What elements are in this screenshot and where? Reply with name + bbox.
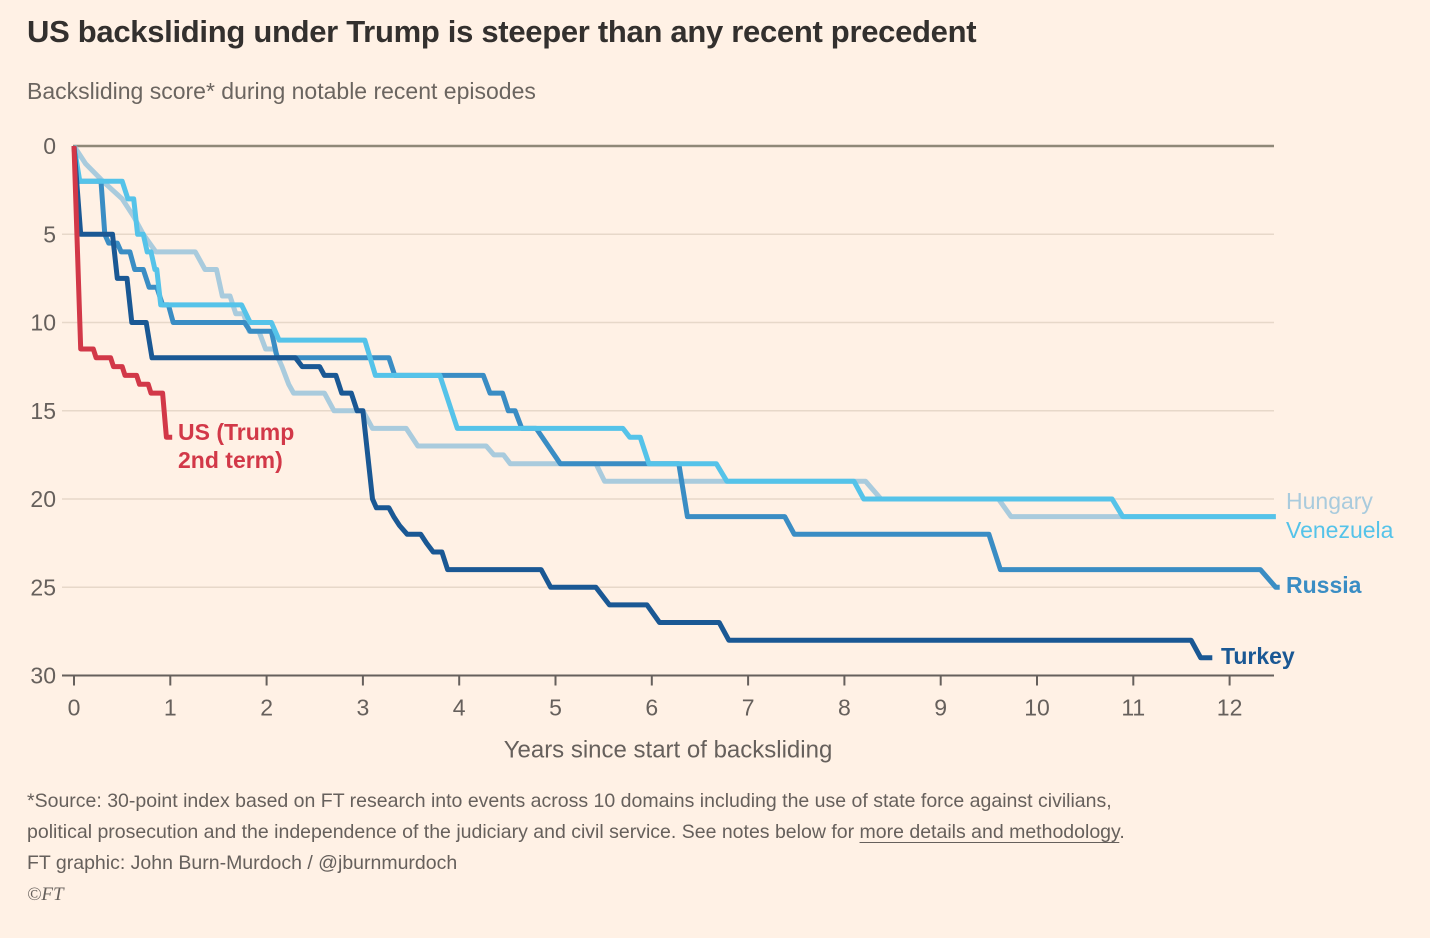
x-axis-label: Years since start of backsliding (504, 737, 833, 764)
y-tick-label-15: 15 (30, 398, 56, 424)
y-tick-label-25: 25 (30, 574, 56, 600)
series-label-venezuela: Venezuela (1286, 517, 1394, 543)
y-tick-label-20: 20 (30, 486, 56, 512)
footer-source-line2-text: political prosecution and the independen… (27, 821, 860, 843)
chart-footer: *Source: 30-point index based on FT rese… (27, 786, 1125, 910)
methodology-link[interactable]: more details and methodology (859, 821, 1120, 843)
page-subtitle: Backsliding score* during notable recent… (27, 78, 536, 104)
y-tick-label-30: 30 (30, 663, 56, 689)
x-tick-label-10: 10 (1024, 695, 1050, 721)
x-tick-label-7: 7 (742, 695, 755, 721)
y-tick-label-0: 0 (43, 133, 56, 159)
x-tick-label-9: 9 (934, 695, 947, 721)
series-line-venezuela (71, 145, 1276, 520)
series-label-hungary: Hungary (1286, 488, 1373, 514)
footer-source-line2: political prosecution and the independen… (27, 817, 1125, 848)
x-tick-label-1: 1 (164, 695, 177, 721)
series-line-turkey (71, 145, 1213, 661)
x-tick-label-3: 3 (357, 695, 370, 721)
footer-copyright: ©FT (27, 884, 64, 905)
x-tick-label-0: 0 (68, 695, 81, 721)
x-tick-label-11: 11 (1121, 695, 1145, 721)
series-line-russia (71, 145, 1280, 590)
y-tick-label-10: 10 (30, 310, 56, 336)
x-tick-label-6: 6 (645, 695, 658, 721)
x-tick-label-5: 5 (549, 695, 562, 721)
series-line-us (71, 145, 173, 440)
series-label-us: US (Trump 2nd term) (178, 419, 294, 473)
y-tick-label-5: 5 (43, 221, 56, 247)
page-title: US backsliding under Trump is steeper th… (27, 14, 977, 49)
x-tick-label-2: 2 (260, 695, 273, 721)
footer-source-line2-period: . (1119, 821, 1125, 843)
footer-source-line1: *Source: 30-point index based on FT rese… (27, 790, 1112, 812)
series-label-turkey: Turkey (1221, 643, 1295, 669)
series-label-russia: Russia (1286, 572, 1362, 598)
x-tick-label-12: 12 (1217, 695, 1243, 721)
x-tick-label-4: 4 (453, 695, 466, 721)
x-tick-label-8: 8 (838, 695, 851, 721)
footer-credit: FT graphic: John Burn-Murdoch / @jburnmu… (27, 852, 458, 874)
